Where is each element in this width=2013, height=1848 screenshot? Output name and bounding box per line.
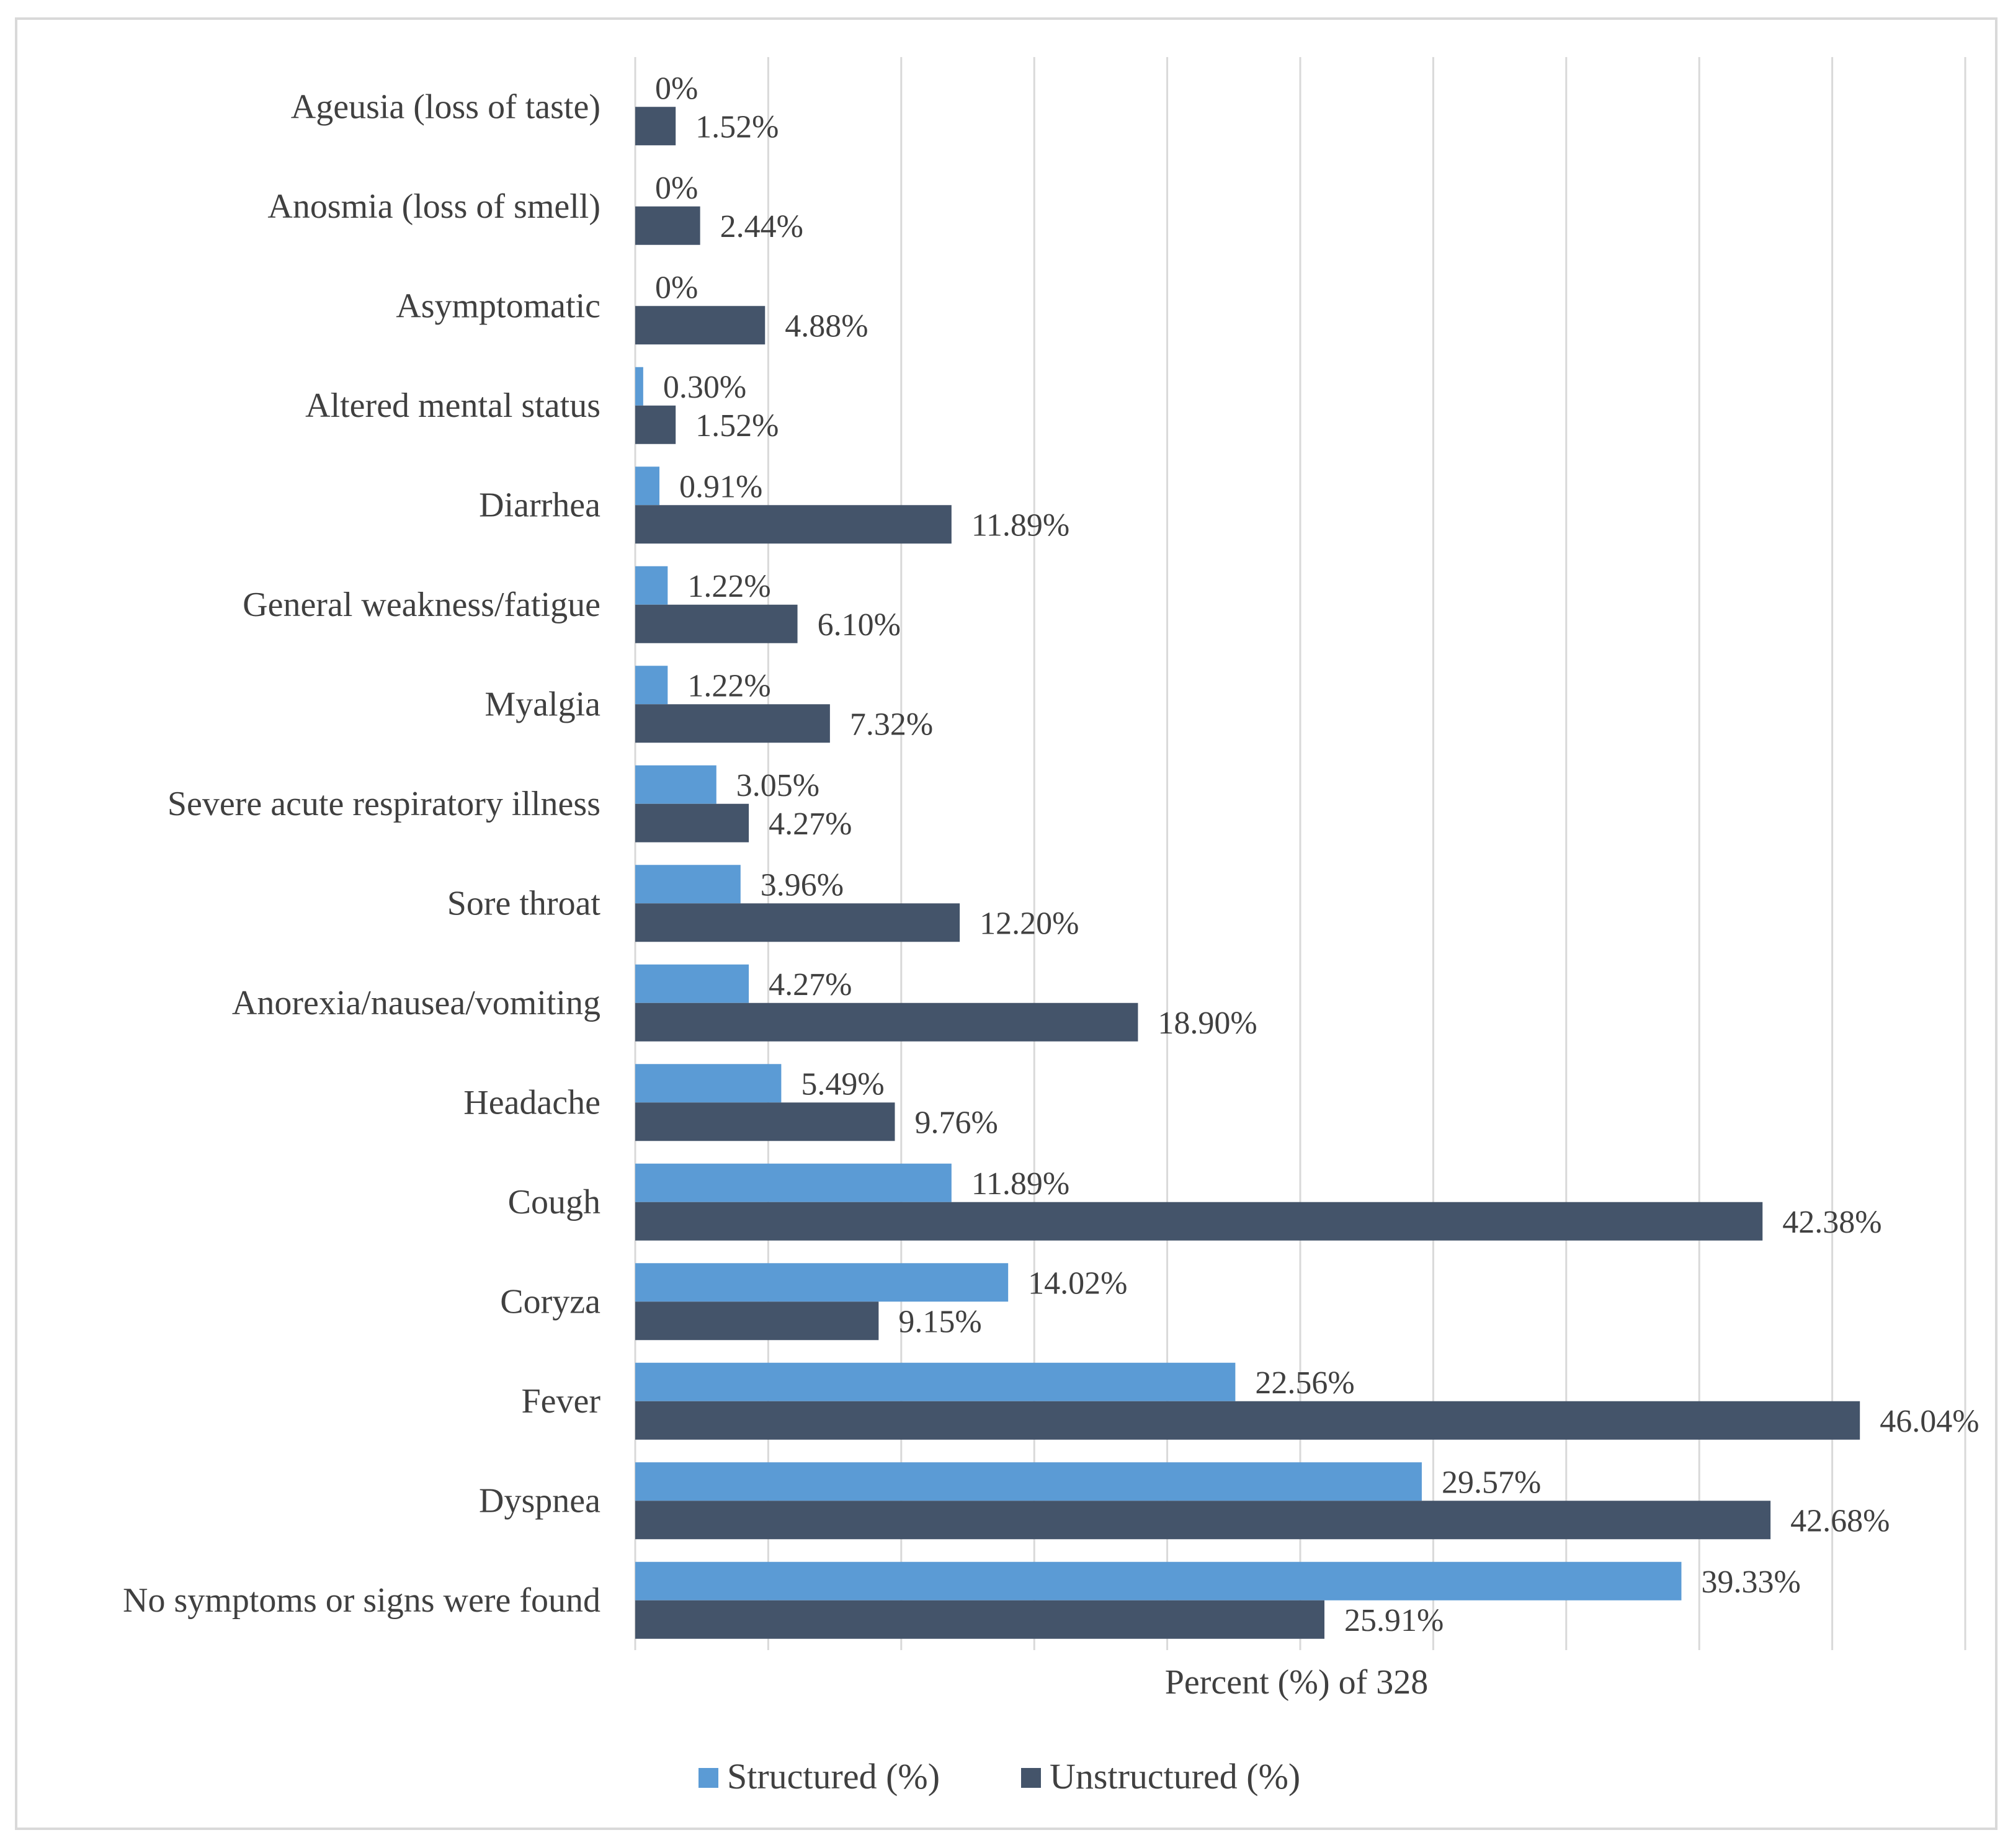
bar-structured [635,1064,782,1103]
value-label-unstructured: 1.52% [695,408,779,444]
category-label: Severe acute respiratory illness [167,785,600,823]
value-label-unstructured: 46.04% [1880,1404,1979,1439]
value-label-structured: 29.57% [1442,1465,1541,1500]
x-axis-title: Percent (%) of 328 [1165,1663,1429,1702]
bar-structured [635,964,749,1003]
bar-unstructured [635,306,765,345]
value-label-structured: 3.05% [736,768,819,803]
bar-unstructured [635,1600,1325,1639]
bar-unstructured [635,107,676,146]
category-label: Coryza [500,1282,600,1321]
bar-unstructured [635,505,952,544]
category-label: Myalgia [484,685,600,723]
value-label-structured: 0% [655,171,698,206]
bars [635,107,1860,1639]
bar-structured [635,765,716,804]
bar-unstructured [635,604,798,643]
bar-unstructured [635,405,676,444]
value-label-unstructured: 11.89% [971,507,1069,543]
value-label-structured: 14.02% [1028,1265,1127,1301]
bar-unstructured [635,903,960,942]
value-label-unstructured: 9.76% [915,1105,998,1140]
bar-structured [635,1462,1422,1501]
category-label: Anosmia (loss of smell) [267,187,600,226]
bar-unstructured [635,1401,1860,1440]
category-label: Fever [521,1382,600,1421]
value-label-unstructured: 42.38% [1782,1205,1881,1240]
value-label-unstructured: 2.44% [720,209,803,244]
legend-label-structured: Structured (%) [727,1756,940,1797]
bar-unstructured [635,1202,1763,1241]
bar-unstructured [635,704,830,743]
value-label-structured: 0.30% [663,370,746,405]
bar-unstructured [635,1102,895,1141]
category-label: Diarrhea [479,486,600,524]
value-label-structured: 0% [655,71,698,106]
category-label: No symptoms or signs were found [123,1581,600,1620]
value-label-unstructured: 6.10% [818,607,901,643]
value-label-structured: 0.91% [679,469,762,504]
bar-unstructured [635,206,700,245]
value-label-structured: 5.49% [801,1066,884,1102]
value-label-unstructured: 9.15% [898,1304,981,1339]
bar-structured [635,466,660,506]
bar-structured [635,666,668,705]
value-label-structured: 39.33% [1701,1565,1800,1600]
category-label: Asymptomatic [396,287,600,325]
category-labels: Ageusia (loss of taste) Anosmia (loss of … [123,87,600,1620]
value-label-unstructured: 1.52% [695,109,779,145]
bar-structured [635,1263,1009,1302]
value-label-structured: 22.56% [1255,1365,1354,1401]
legend: Structured (%) Unstructured (%) [699,1756,1300,1797]
bar-structured [635,865,741,904]
value-label-structured: 1.22% [687,569,770,604]
legend-swatch-unstructured [1021,1768,1041,1788]
category-label: Headache [463,1083,600,1122]
bar-unstructured [635,1501,1771,1540]
value-label-structured: 4.27% [769,967,852,1002]
value-label-unstructured: 7.32% [850,707,933,742]
category-label: Anorexia/nausea/vomiting [232,984,600,1022]
value-label-unstructured: 4.88% [785,308,868,344]
legend-swatch-structured [699,1768,718,1788]
value-label-structured: 3.96% [761,867,844,903]
bar-structured [635,1163,952,1202]
legend-label-unstructured: Unstructured (%) [1050,1756,1300,1797]
bar-structured [635,367,643,406]
category-label: Dyspnea [479,1481,600,1520]
value-label-unstructured: 18.90% [1158,1006,1257,1041]
value-label-structured: 1.22% [687,668,770,703]
value-label-unstructured: 25.91% [1344,1603,1444,1638]
bar-structured [635,566,668,605]
bar-unstructured [635,803,749,842]
value-label-unstructured: 42.68% [1790,1503,1890,1538]
bar-unstructured [635,1002,1138,1042]
category-label: Altered mental status [305,386,600,425]
value-label-structured: 11.89% [971,1166,1069,1202]
bar-structured [635,1362,1236,1401]
bar-unstructured [635,1301,879,1341]
value-labels: 0%1.52%0%2.44%0%4.88%0.30%1.52%0.91%11.8… [655,71,1980,1638]
value-label-unstructured: 12.20% [980,906,1079,941]
value-label-structured: 0% [655,270,698,305]
value-label-unstructured: 4.27% [769,806,852,842]
category-label: Sore throat [447,884,601,922]
category-label: Ageusia (loss of taste) [291,87,600,126]
bar-structured [635,1561,1682,1600]
category-label: Cough [508,1183,600,1221]
category-label: General weakness/fatigue [243,586,600,624]
